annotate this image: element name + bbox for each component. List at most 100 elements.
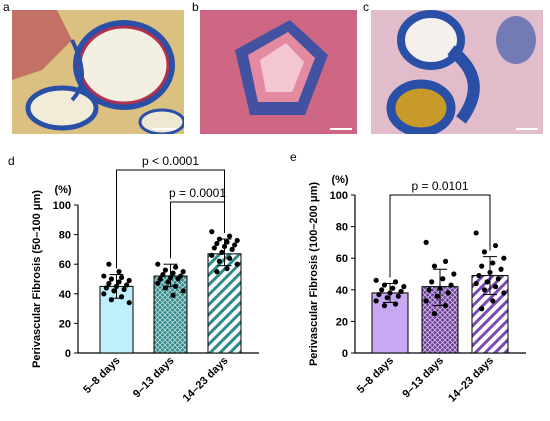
chart-d-data-point [106,261,112,267]
chart-e-data-point [379,287,385,293]
chart-e-data-point [390,285,396,291]
chart-e-data-point [442,303,449,309]
chart-e-data-point [429,279,435,285]
chart-e-data-point [373,277,379,283]
chart-d-data-point [214,269,220,275]
chart-d-data-point [234,261,240,267]
chart-e-data-point [431,263,438,269]
chart-e-data-point [501,290,507,296]
chart-e-data-point [495,276,501,282]
chart-e-data-point [492,284,499,290]
chart-e-data-point [384,295,390,301]
chart-e-data-point [445,290,451,296]
chart-d-data-point [118,274,125,281]
chart-e-data-point [484,279,490,285]
chart-e-data-point [401,284,407,290]
chart-e-data-point [473,280,479,287]
chart-e-data-point [437,285,443,291]
panel-letter-d: d [8,154,15,168]
chart-d-data-point [111,288,117,294]
chart-d-data-point [219,249,225,255]
chart-e-data-point [442,258,449,264]
chart-e-data-point [373,298,379,304]
chart-e-data-point [479,263,485,269]
chart-d-bar-2 [153,275,188,354]
chart-d-data-point [157,276,163,282]
chart-e-data-point [492,242,499,249]
chart-e-ytick-label: 0 [342,348,348,360]
chart-d-data-point [126,277,132,284]
chart-d-data-point [116,269,122,275]
chart-d-data-point [155,280,161,287]
chart-d-data-point [180,269,186,275]
chart-e-x-tick-label-2: 9–13 days [400,355,446,401]
chart-d-data-point [216,236,223,242]
chart-e-data-point [376,291,382,298]
chart-d-data-point [167,274,174,281]
chart-d-data-point [170,292,176,298]
chart-d-data-point [170,270,176,276]
chart-e-data-point [487,269,493,276]
chart-e-p-value-1: p = 0.0101 [411,179,468,193]
chart-e-data-point [398,288,404,294]
chart-d-x-tick-label-2: 9–13 days [131,355,177,401]
chart-e-data-point [440,276,446,282]
chart-e-ytick-label: 100 [330,190,348,202]
chart-d-data-point [209,229,215,235]
chart-e-data-point [490,298,496,304]
chart-e-data-point [387,290,393,296]
chart-d-data-point [229,246,235,252]
chart-d-data-point [180,288,186,294]
chart-d-data-point [121,286,127,292]
chart-e-data-point [473,230,479,236]
chart-d-x-tick-label-3: 14–23 days [181,355,231,405]
chart-d-data-point [113,283,120,289]
chart-e-data-point [498,266,504,272]
panel-letter-c: c [363,0,369,14]
chart-d-ytick-label: 80 [59,230,71,242]
chart-d-data-point [162,267,169,273]
chart-d-ytick-label: 40 [59,289,71,301]
chart-d-data-point [103,285,109,291]
chart-e-ytick-label: 20 [336,316,348,328]
chart-e-data-point [479,306,485,312]
chart-e-data-point [431,310,438,317]
chart-d-ytick-label: 20 [59,318,71,330]
chart-d-data-point [165,279,171,285]
chart-e-data-point [426,287,432,293]
chart-e-data-point [395,293,401,299]
chart-e-data-point [481,249,488,255]
chart-d-data-point [160,271,166,278]
chart-d-data-point [101,273,107,279]
chart-d-data-point [116,279,122,285]
chart-d-p-value-1: p < 0.0001 [142,154,199,168]
histology-image-a [12,10,184,134]
panel-letter-a: a [3,0,10,14]
chart-d-data-point [172,264,179,270]
chart-e-data-point [392,279,399,285]
chart-d-data-point [175,276,181,282]
chart-d-data-point [162,285,169,291]
chart-panel-e: (%) 0 20 40 60 80 100 Perivascular Fibrosis (10… [308,174,526,405]
chart-e-ytick-label: 60 [336,253,348,265]
chart-e-data-point [381,303,388,309]
chart-e-data-point [481,287,488,293]
chart-e-ytick-label: 80 [336,222,348,234]
chart-d-x-tick-label-1: 5–8 days [81,355,122,396]
chart-d-data-point [232,242,238,248]
chart-e-data-point [476,272,482,279]
chart-e-data-point [448,282,454,288]
chart-d-data-point [118,294,125,300]
chart-d-data-point [209,252,215,258]
chart-e-x-tick-label-1: 5–8 days [355,355,396,396]
chart-d-data-point [106,280,112,287]
chart-d-p-value-2: p = 0.0001 [169,186,226,200]
chart-e-data-point [501,255,507,261]
chart-d-data-point [211,245,217,251]
chart-e-data-point [451,271,457,277]
chart-d-data-point [224,266,230,272]
chart-d-data-point [108,297,115,303]
chart-e-y-axis-title: Perivascular Fibrosis (100–200 μm) [308,182,320,366]
chart-d-y-axis-title: Perivascular Fibrosis (50–100 μm) [31,190,43,368]
chart-d-data-point [155,261,161,267]
